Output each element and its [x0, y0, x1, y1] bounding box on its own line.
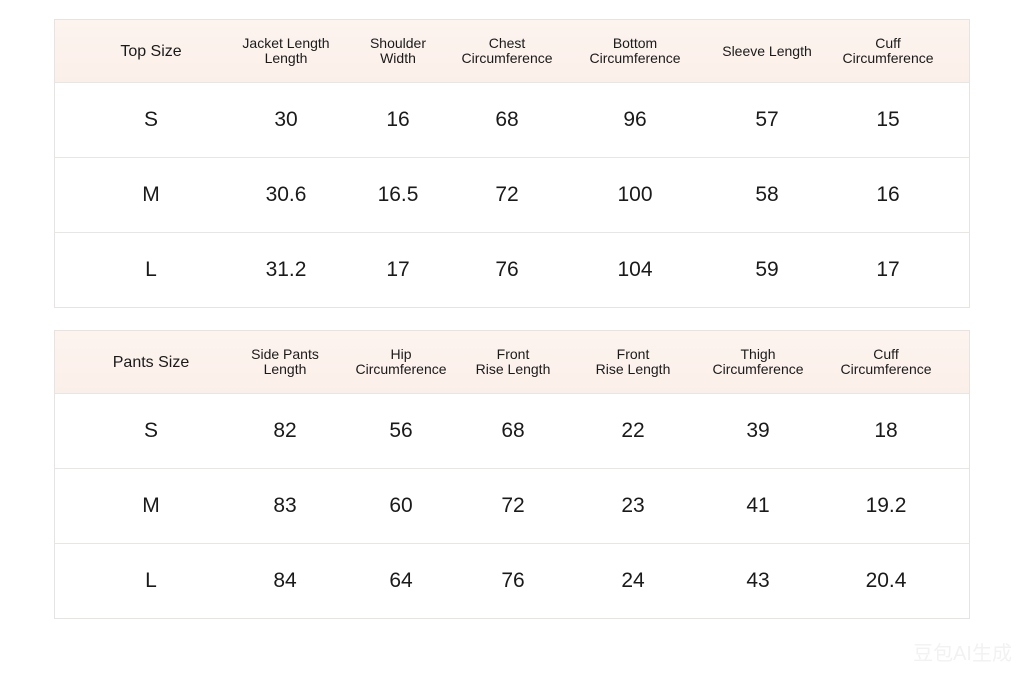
table-cell: 72	[501, 494, 525, 517]
header-cell: Chest Circumference	[461, 35, 553, 66]
header-row: Top Size Jacket Length Length Shoulder Wid…	[55, 20, 969, 83]
header-cell: Cuff Circumference	[840, 346, 932, 377]
table-cell: M	[142, 183, 160, 206]
header-cell: Thigh Circumference	[712, 346, 804, 377]
header-cell: Sleeve Length	[722, 42, 812, 59]
header-cell: Jacket Length Length	[242, 35, 330, 66]
table-cell: 76	[501, 569, 525, 592]
table-cell: 23	[621, 494, 645, 517]
table-cell: 17	[876, 258, 900, 281]
header-cell: Bottom Circumference	[589, 35, 681, 66]
table-row: M 83 60 72 23 41 19.2	[55, 469, 969, 544]
size-table: Top Size Jacket Length Length Shoulder Wid…	[54, 19, 970, 308]
table-cell: 31.2	[265, 258, 307, 281]
table-cell: S	[143, 419, 158, 442]
table-cell: 104	[617, 258, 653, 281]
table-cell: 18	[874, 419, 898, 442]
table-cell: 39	[746, 419, 770, 442]
header-cell: Side Pants Length	[251, 346, 319, 377]
header-cell: Shoulder Width	[369, 35, 427, 66]
header-cell: Pants Size	[112, 353, 190, 371]
header-cell: Top Size	[120, 42, 182, 60]
table-cell: 60	[389, 494, 413, 517]
table-row: S 82 56 68 22 39 18	[55, 394, 969, 469]
table-cell: 20.4	[865, 569, 907, 592]
header-cell: Front Rise Length	[475, 346, 551, 377]
table-cell: M	[142, 494, 160, 517]
table-cell: 82	[273, 419, 297, 442]
table-cell: 15	[876, 108, 900, 131]
table-cell: S	[143, 108, 158, 131]
table-cell: 72	[495, 183, 519, 206]
header-cell: Hip Circumference	[355, 346, 447, 377]
table-cell: 68	[495, 108, 519, 131]
table-cell: 24	[621, 569, 645, 592]
table-cell: 19.2	[865, 494, 907, 517]
table-cell: 30.6	[265, 183, 307, 206]
size-table: Pants Size Side Pants Length Hip Circumfer…	[54, 330, 970, 619]
table-cell: 64	[389, 569, 413, 592]
table-row: L 31.2 17 76 104 59 17	[55, 233, 969, 307]
table-cell: 16.5	[377, 183, 419, 206]
header-cell: Cuff Circumference	[842, 35, 934, 66]
table-cell: 16	[386, 108, 410, 131]
header-row: Pants Size Side Pants Length Hip Circumfer…	[55, 331, 969, 394]
table-cell: 58	[755, 183, 779, 206]
table-cell: 43	[746, 569, 770, 592]
table-cell: 96	[623, 108, 647, 131]
table-row: L 84 64 76 24 43 20.4	[55, 544, 969, 618]
table-cell: L	[145, 258, 157, 281]
table-cell: 56	[389, 419, 413, 442]
table-cell: 84	[273, 569, 297, 592]
table-cell: L	[145, 569, 157, 592]
table-cell: 30	[274, 108, 298, 131]
table-cell: 41	[746, 494, 770, 517]
table-cell: 100	[617, 183, 653, 206]
table-cell: 57	[755, 108, 779, 131]
watermark: 豆包AI生成	[913, 643, 1012, 665]
table-cell: 17	[386, 258, 410, 281]
table-cell: 68	[501, 419, 525, 442]
table-cell: 22	[621, 419, 645, 442]
header-cell: Front Rise Length	[595, 346, 671, 377]
table-cell: 76	[495, 258, 519, 281]
table-row: M 30.6 16.5 72 100 58 16	[55, 158, 969, 233]
table-cell: 16	[876, 183, 900, 206]
table-cell: 59	[755, 258, 779, 281]
table-row: S 30 16 68 96 57 15	[55, 83, 969, 158]
table-cell: 83	[273, 494, 297, 517]
